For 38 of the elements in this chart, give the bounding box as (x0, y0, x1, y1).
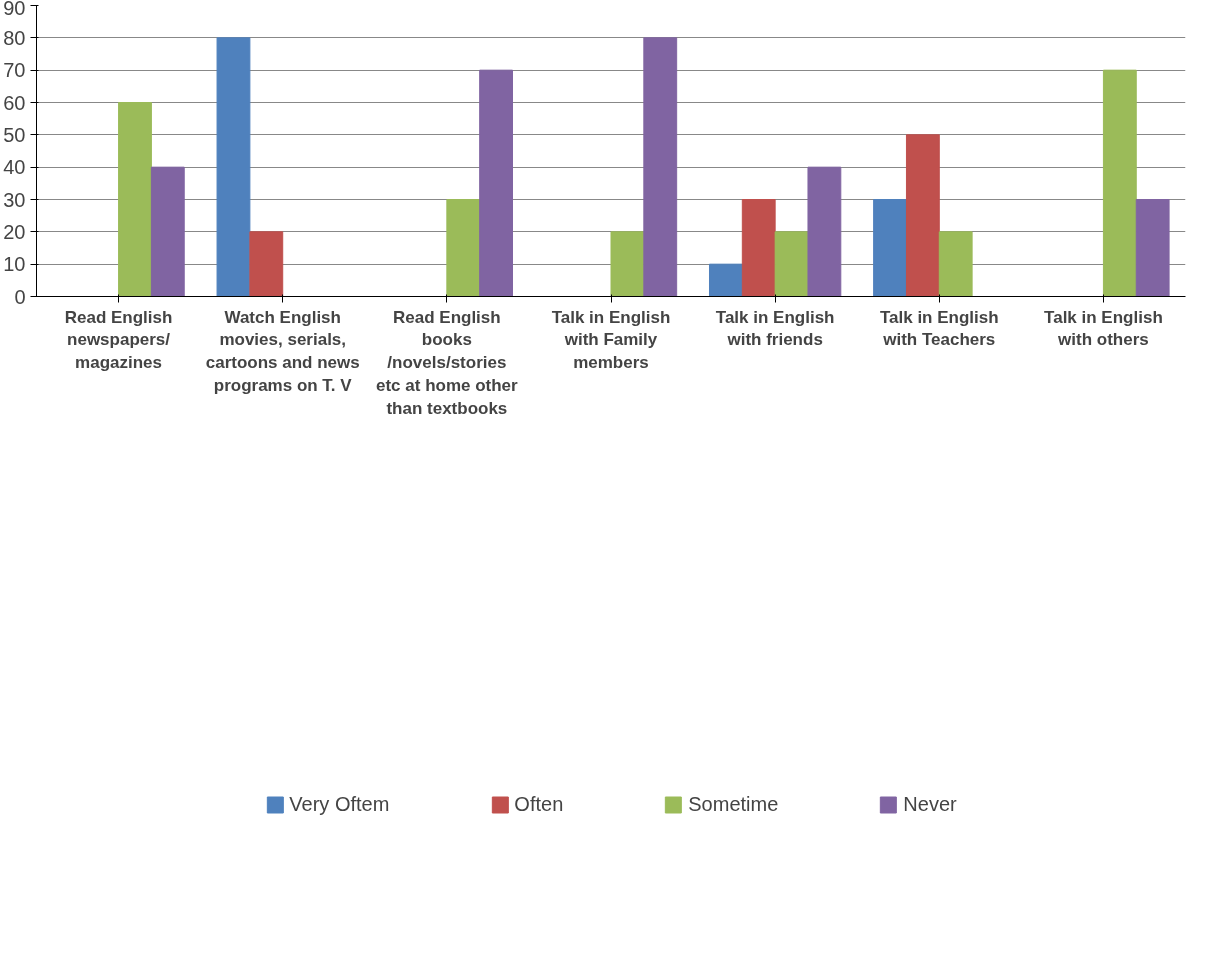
x-tick-label: Talk in English with others (1044, 307, 1163, 350)
bar (938, 231, 973, 297)
bar (1102, 69, 1137, 297)
bar (446, 199, 481, 297)
bar (774, 231, 809, 297)
bar (150, 166, 185, 297)
bar (249, 231, 284, 297)
bar (807, 166, 842, 297)
bar (708, 263, 743, 297)
y-tick-label: 40 (3, 156, 26, 179)
bar (741, 199, 776, 297)
x-tick-label: Talk in English with friends (715, 307, 835, 350)
bar (118, 102, 152, 297)
y-tick-label: 50 (3, 123, 26, 146)
x-tick-label: Read English books /novels/stories etc at home other than textbooks (376, 307, 519, 418)
y-tick-label: 80 (3, 26, 26, 49)
x-tick-label: Talk in English with Teachers (879, 307, 999, 350)
x-tick-label: Watch English movies, serials, cartoons and news programs on T. V (205, 307, 360, 395)
bar (873, 199, 907, 297)
bar (643, 37, 678, 297)
y-tick-label: 60 (3, 91, 26, 114)
x-tick-label: Talk in English with Family members (551, 307, 671, 373)
bar (216, 37, 251, 297)
legend-label: Never (903, 792, 957, 816)
bar (905, 134, 940, 297)
y-tick-label: 70 (3, 59, 26, 82)
legend-label: Sometime (688, 792, 779, 816)
bar (479, 69, 514, 297)
y-tick-label: 0 (14, 285, 26, 308)
bar (1135, 199, 1170, 297)
y-tick-label: 30 (3, 188, 26, 211)
x-tick-label: Read English newspapers/ magazines (64, 307, 173, 373)
y-tick-label: 10 (3, 253, 26, 276)
legend-label: Very Oftem (289, 792, 390, 816)
bar (610, 231, 645, 297)
y-tick-label: 90 (3, 0, 26, 19)
legend-label: Often (514, 792, 564, 816)
y-tick-label: 20 (3, 220, 26, 243)
